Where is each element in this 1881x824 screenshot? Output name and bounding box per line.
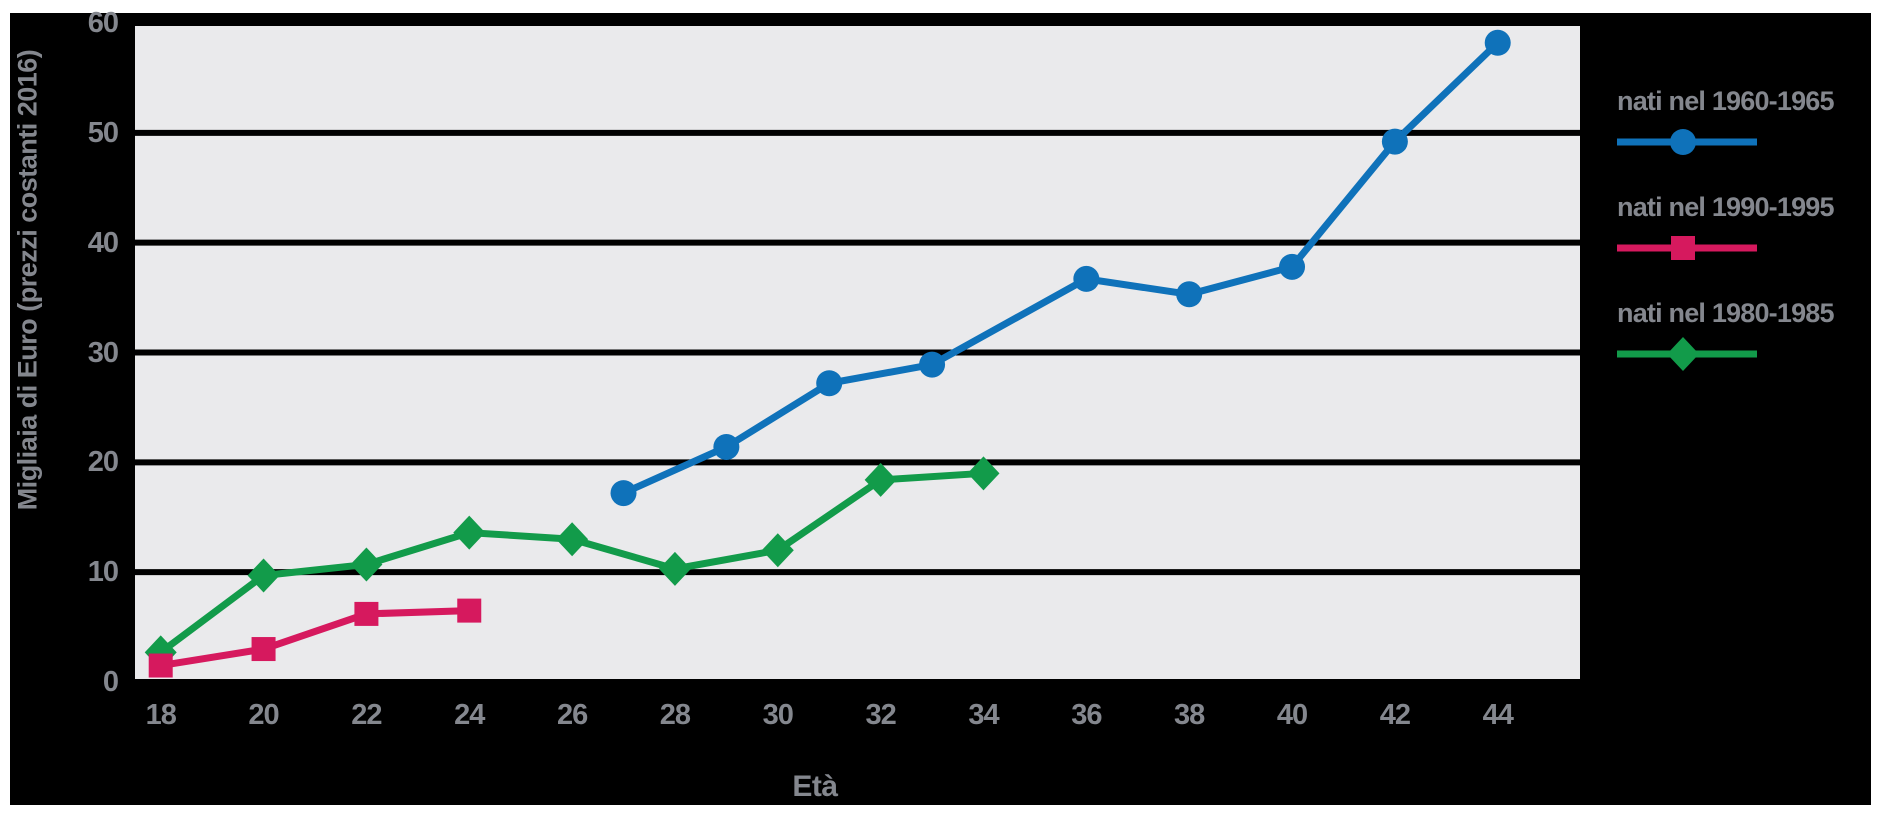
x-tick-label: 24: [454, 699, 485, 731]
x-tick-label: 20: [248, 699, 279, 731]
legend-line-square-icon: [1617, 236, 1757, 260]
y-tick-label: 10: [87, 556, 119, 589]
legend-label: nati nel 1960-1965: [1617, 86, 1835, 116]
y-tick-label: 60: [87, 7, 119, 39]
y-tick-label: 0: [102, 666, 119, 698]
y-tick-label: 50: [87, 116, 119, 149]
x-tick-label: 18: [145, 699, 177, 731]
x-tick-label: 36: [1071, 699, 1102, 731]
x-tick-label: 44: [1482, 699, 1514, 731]
legend-line-diamond-icon: [1617, 337, 1757, 371]
x-tick-label: 38: [1174, 699, 1205, 731]
y-tick-label: 20: [87, 446, 119, 479]
legend-item-1960-1965: nati nel 1960-1965: [1617, 86, 1875, 159]
y-tick-label: 30: [87, 336, 119, 369]
legend-item-1990-1995: nati nel 1990-1995: [1617, 192, 1875, 265]
legend: nati nel 1960-1965 nati nel 1990-1995 na…: [1617, 86, 1875, 404]
x-tick-label: 22: [351, 699, 382, 731]
x-tick-label: 28: [659, 699, 691, 731]
x-tick-label: 26: [556, 699, 588, 731]
x-tick-label: 42: [1379, 699, 1411, 731]
legend-label: nati nel 1990-1995: [1617, 192, 1835, 222]
legend-line-circle-icon: [1617, 129, 1757, 155]
x-axis-title: Età: [792, 770, 838, 803]
x-tick-label: 34: [968, 699, 999, 731]
legend-label: nati nel 1980-1985: [1617, 298, 1835, 328]
x-tick-label: 30: [762, 699, 794, 731]
x-tick-label: 40: [1276, 699, 1308, 731]
x-tick-label: 32: [865, 699, 896, 731]
legend-item-1980-1985: nati nel 1980-1985: [1617, 298, 1875, 371]
y-tick-label: 40: [87, 226, 119, 259]
